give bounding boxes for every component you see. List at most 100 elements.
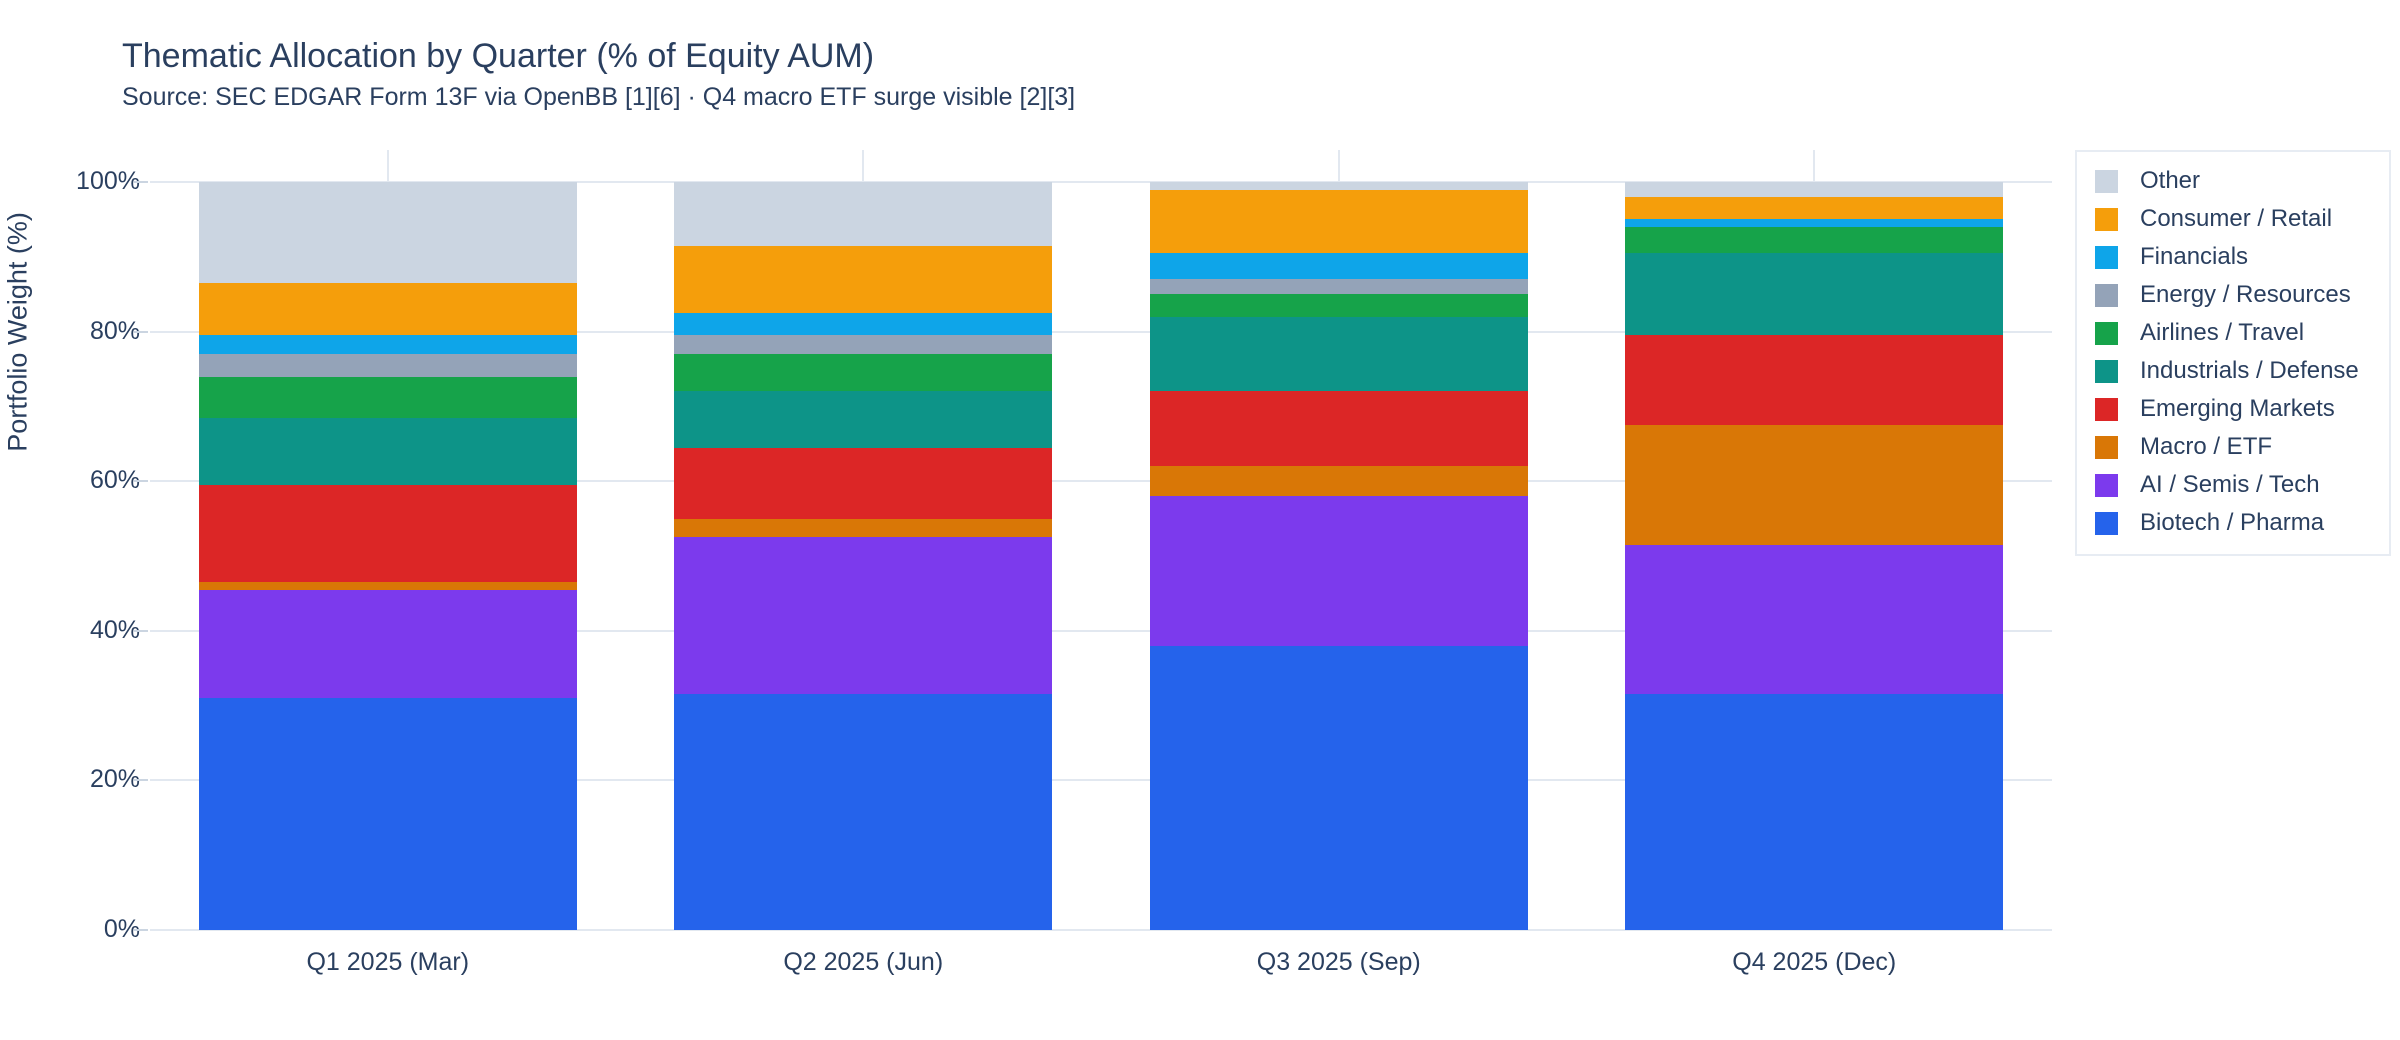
bar-segment[interactable] xyxy=(1149,645,1528,930)
legend-item[interactable]: Macro / ETF xyxy=(2077,428,2389,466)
legend-item[interactable]: Biotech / Pharma xyxy=(2077,504,2389,542)
horizontal-gridline xyxy=(150,480,2052,483)
bar-segment[interactable] xyxy=(1149,182,1528,190)
bar-segment[interactable] xyxy=(1149,496,1528,646)
y-tick-mark xyxy=(134,779,148,782)
legend-label: Financials xyxy=(2140,243,2249,270)
plot-area xyxy=(150,150,2052,931)
bar-segment[interactable] xyxy=(674,447,1053,519)
x-tick-label: Q3 2025 (Sep) xyxy=(1256,948,1421,976)
legend-swatch xyxy=(2095,473,2118,497)
legend-item[interactable]: AI / Semis / Tech xyxy=(2077,466,2389,504)
x-tick-label: Q2 2025 (Jun) xyxy=(783,948,944,976)
legend-swatch xyxy=(2095,207,2118,231)
bar-segment[interactable] xyxy=(1149,189,1528,254)
stacked-bar[interactable] xyxy=(198,182,577,930)
bar-segment[interactable] xyxy=(674,354,1053,392)
legend-label: Airlines / Travel xyxy=(2140,319,2305,346)
y-tick-mark xyxy=(134,181,148,183)
bar-segment[interactable] xyxy=(674,537,1053,695)
legend-label: Industrials / Defense xyxy=(2140,357,2359,384)
legend-label: Biotech / Pharma xyxy=(2140,509,2325,536)
y-tick-label: 60% xyxy=(89,466,140,495)
legend-label: Other xyxy=(2140,167,2201,194)
bar-segment[interactable] xyxy=(198,484,577,583)
legend-swatch xyxy=(2095,245,2118,269)
y-tick-mark xyxy=(134,330,148,333)
bar-segment[interactable] xyxy=(1625,544,2004,695)
bar-segment[interactable] xyxy=(198,417,577,485)
y-tick-mark xyxy=(134,629,148,632)
legend-label: AI / Semis / Tech xyxy=(2140,471,2320,498)
bar-segment[interactable] xyxy=(1625,694,2004,930)
legend-label: Emerging Markets xyxy=(2140,395,2335,422)
bar-segment[interactable] xyxy=(1149,279,1528,295)
legend-swatch xyxy=(2095,397,2118,421)
bar-segment[interactable] xyxy=(1625,253,2004,336)
legend-label: Energy / Resources xyxy=(2140,281,2351,308)
legend-label: Consumer / Retail xyxy=(2140,205,2333,232)
bar-segment[interactable] xyxy=(674,312,1053,336)
bar-segment[interactable] xyxy=(1625,219,2004,227)
bar-segment[interactable] xyxy=(674,335,1053,355)
bar-segment[interactable] xyxy=(198,354,577,377)
horizontal-gridline xyxy=(150,779,2052,782)
y-tick-label: 40% xyxy=(89,615,140,644)
legend-swatch xyxy=(2095,435,2118,459)
legend-swatch xyxy=(2095,511,2118,535)
bar-segment[interactable] xyxy=(1625,425,2004,545)
legend-item[interactable]: Airlines / Travel xyxy=(2077,314,2389,352)
legend-item[interactable]: Consumer / Retail xyxy=(2077,200,2389,238)
bar-segment[interactable] xyxy=(1149,316,1528,392)
chart-subtitle: Source: SEC EDGAR Form 13F via OpenBB [1… xyxy=(122,83,1076,111)
x-tick-label: Q1 2025 (Mar) xyxy=(306,948,470,976)
bar-segment[interactable] xyxy=(198,182,577,284)
bar-segment[interactable] xyxy=(674,182,1053,246)
legend-item[interactable]: Energy / Resources xyxy=(2077,276,2389,314)
bar-segment[interactable] xyxy=(1625,197,2004,220)
stacked-bar[interactable] xyxy=(1625,182,2004,930)
y-tick-label: 20% xyxy=(89,765,140,794)
bar-segment[interactable] xyxy=(1149,294,1528,317)
bar-segment[interactable] xyxy=(1149,391,1528,467)
bar-segment[interactable] xyxy=(198,582,577,590)
bar-segment[interactable] xyxy=(674,694,1053,930)
bar-segment[interactable] xyxy=(674,245,1053,313)
legend-swatch xyxy=(2095,169,2118,193)
y-tick-label: 80% xyxy=(89,316,140,345)
legend-item[interactable]: Other xyxy=(2077,162,2389,200)
horizontal-gridline xyxy=(150,929,2052,931)
bar-segment[interactable] xyxy=(198,589,577,699)
legend-swatch xyxy=(2095,321,2118,345)
bar-segment[interactable] xyxy=(674,518,1053,538)
legend-item[interactable]: Industrials / Defense xyxy=(2077,352,2389,390)
legend-label: Macro / ETF xyxy=(2140,433,2273,460)
bar-segment[interactable] xyxy=(1625,226,2004,254)
bar-segment[interactable] xyxy=(198,376,577,418)
y-tick-mark xyxy=(134,929,148,931)
y-tick-label: 100% xyxy=(76,167,140,195)
bar-segment[interactable] xyxy=(198,698,577,930)
bar-segment[interactable] xyxy=(1149,466,1528,497)
x-tick-label: Q4 2025 (Dec) xyxy=(1732,948,1897,976)
legend-swatch xyxy=(2095,359,2118,383)
chart-title: Thematic Allocation by Quarter (% of Equ… xyxy=(122,37,875,75)
bar-segment[interactable] xyxy=(1625,182,2004,198)
stacked-bar[interactable] xyxy=(1149,182,1528,930)
horizontal-gridline xyxy=(150,181,2052,183)
y-tick-mark xyxy=(134,480,148,483)
legend-swatch xyxy=(2095,283,2118,307)
horizontal-gridline xyxy=(150,330,2052,333)
stacked-bar[interactable] xyxy=(674,182,1053,930)
y-tick-label: 0% xyxy=(103,915,140,943)
bar-segment[interactable] xyxy=(198,335,577,355)
bar-segment[interactable] xyxy=(198,283,577,336)
horizontal-gridline xyxy=(150,629,2052,632)
legend: Other Consumer / Retail Financials Energy /… xyxy=(2075,150,2391,556)
bar-segment[interactable] xyxy=(674,391,1053,448)
legend-item[interactable]: Emerging Markets xyxy=(2077,390,2389,428)
legend-item[interactable]: Financials xyxy=(2077,238,2389,276)
bar-segment[interactable] xyxy=(1625,335,2004,426)
bar-segment[interactable] xyxy=(1149,253,1528,280)
